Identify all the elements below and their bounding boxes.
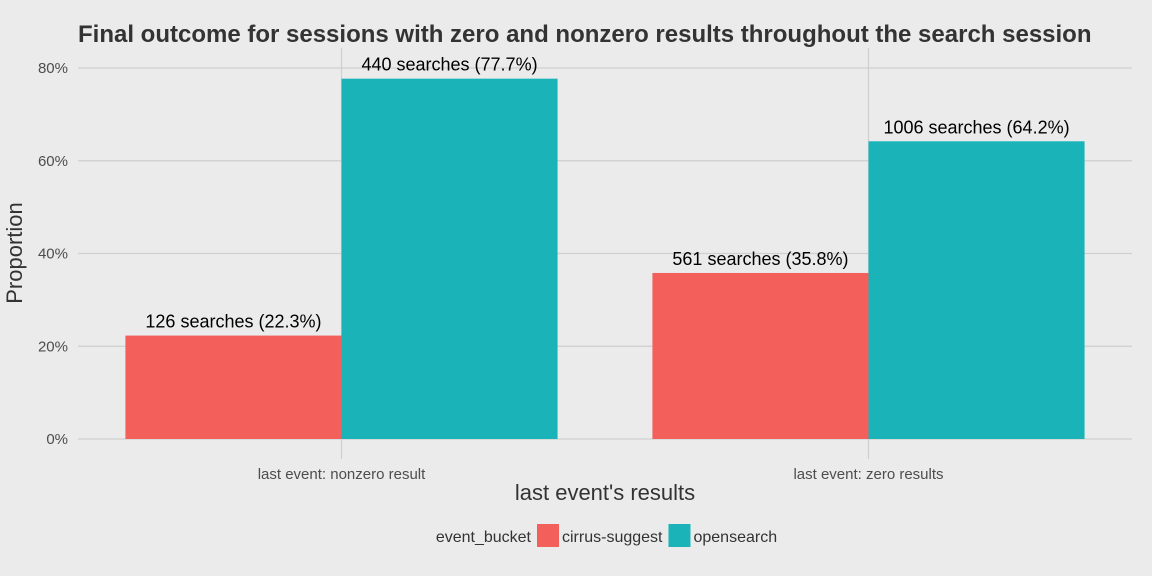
- y-tick-label: 20%: [38, 338, 68, 355]
- data-label: 1006 searches (64.2%): [883, 117, 1069, 137]
- x-axis-ticks: last event: nonzero result last event: ze…: [258, 466, 944, 483]
- bar-cirrus-suggest: [125, 335, 342, 439]
- x-tick-label: last event: nonzero result: [258, 466, 426, 483]
- bar-cirrus-suggest: [652, 272, 869, 439]
- legend-title: event_bucket: [436, 529, 532, 546]
- data-label: 561 searches (35.8%): [672, 249, 848, 269]
- data-label: 126 searches (22.3%): [145, 312, 321, 332]
- bar-opensearch: [341, 78, 558, 439]
- y-tick-label: 60%: [38, 153, 68, 170]
- y-tick-label: 0%: [46, 431, 68, 448]
- y-tick-label: 80%: [38, 60, 68, 77]
- y-tick-label: 40%: [38, 246, 68, 263]
- data-labels: 126 searches (22.3%) 440 searches (77.7%)…: [145, 55, 1069, 332]
- legend-key-opensearch: [668, 524, 691, 547]
- legend-label-opensearch: opensearch: [693, 529, 777, 546]
- y-axis-ticks: 0% 20% 40% 60% 80%: [38, 60, 68, 448]
- legend-label-cirrus-suggest: cirrus-suggest: [562, 529, 663, 546]
- y-axis-title: Proportion: [2, 202, 27, 304]
- chart-title: Final outcome for sessions with zero and…: [78, 21, 1092, 48]
- bar-opensearch: [868, 141, 1085, 439]
- data-label: 440 searches (77.7%): [361, 55, 537, 75]
- x-axis-title: last event's results: [515, 480, 695, 505]
- legend: event_bucket cirrus-suggest opensearch: [436, 524, 777, 547]
- bars: [125, 78, 1085, 439]
- legend-key-cirrus-suggest: [537, 524, 559, 547]
- x-tick-label: last event: zero results: [793, 466, 943, 483]
